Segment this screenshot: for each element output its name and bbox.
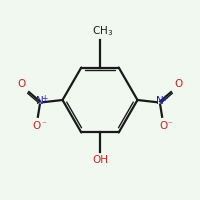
Text: N: N (36, 96, 44, 106)
Text: O: O (17, 79, 25, 89)
Text: N: N (156, 96, 164, 106)
Text: O: O (33, 121, 41, 131)
Text: O: O (159, 121, 167, 131)
Text: OH: OH (92, 155, 108, 165)
Text: +: + (161, 94, 168, 103)
Text: ⁻: ⁻ (41, 120, 46, 129)
Text: ⁻: ⁻ (167, 120, 172, 129)
Text: CH$_3$: CH$_3$ (92, 24, 114, 38)
Text: O: O (175, 79, 183, 89)
Text: +: + (41, 94, 47, 103)
